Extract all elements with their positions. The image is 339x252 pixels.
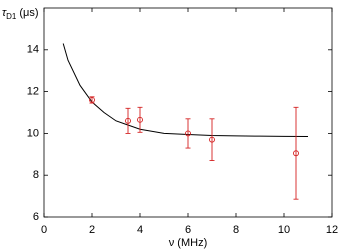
- data-point: [125, 117, 131, 124]
- error-bar: [209, 118, 215, 162]
- error-bar: [125, 107, 131, 134]
- y-axis-label: τD1 (μs): [2, 7, 39, 21]
- x-tick-label: 6: [185, 224, 191, 236]
- data-point: [185, 130, 191, 137]
- x-tick-label: 8: [233, 224, 239, 236]
- y-label-symbol: τ: [2, 7, 7, 19]
- x-tick-label: 12: [326, 224, 338, 236]
- x-tick-label: 4: [137, 224, 143, 236]
- data-point: [209, 136, 215, 143]
- x-tick-label: 10: [278, 224, 290, 236]
- y-tick-label: 6: [33, 211, 39, 223]
- fit-curve: [62, 43, 309, 138]
- y-tick-label: 8: [33, 169, 39, 181]
- x-tick-label: 0: [41, 224, 47, 236]
- y-label-subscript: D1: [6, 12, 17, 21]
- y-tick-label: 14: [27, 44, 39, 56]
- error-bar: [185, 118, 191, 149]
- error-bar: [137, 106, 143, 133]
- y-tick-label: 10: [27, 127, 39, 139]
- plot-frame: [43, 7, 333, 218]
- x-axis-label: ν (MHz): [169, 237, 208, 249]
- x-tick-label: 2: [89, 224, 95, 236]
- data-point: [293, 150, 299, 157]
- data-point: [137, 116, 143, 123]
- error-bar: [293, 106, 299, 200]
- y-label-unit: (μs): [19, 7, 38, 19]
- data-point: [89, 97, 95, 103]
- y-tick-label: 12: [27, 86, 39, 98]
